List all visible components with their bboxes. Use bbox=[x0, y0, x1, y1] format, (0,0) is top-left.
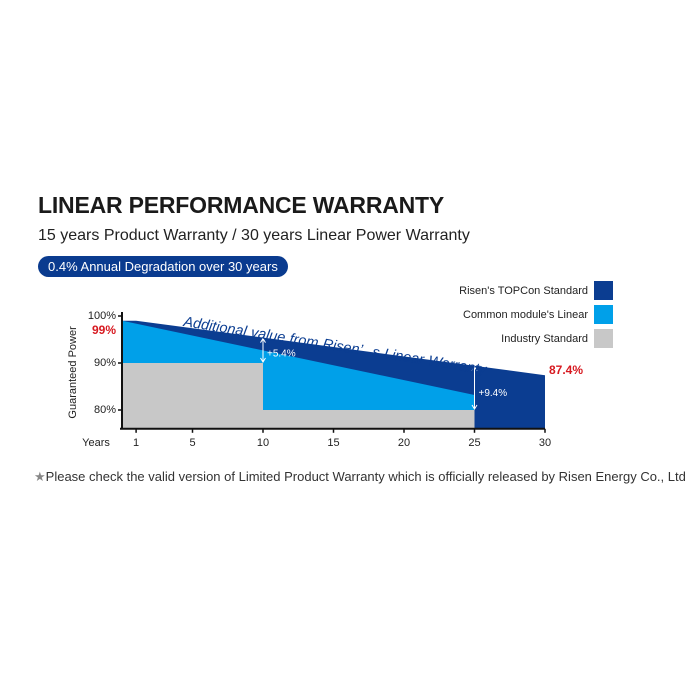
y-tick-label: 100% bbox=[88, 310, 116, 322]
arrowhead-icon bbox=[471, 365, 478, 410]
x-tick-label: 25 bbox=[468, 437, 480, 449]
banner-word: Risen’ bbox=[321, 336, 364, 358]
start-label: 99% bbox=[92, 323, 116, 337]
footnote: ★Please check the valid version of Limit… bbox=[34, 469, 686, 485]
x-tick-label: 20 bbox=[398, 437, 410, 449]
gap-label: +5.4% bbox=[267, 349, 296, 360]
page-subtitle: 15 years Product Warranty / 30 years Lin… bbox=[38, 227, 470, 244]
x-tick-label: 10 bbox=[257, 437, 269, 449]
legend-swatch bbox=[594, 281, 613, 300]
industry-area bbox=[122, 363, 475, 429]
banner-word: value bbox=[250, 325, 287, 346]
y-axis-label: Guaranteed Power bbox=[67, 326, 79, 419]
x-tick-label: 5 bbox=[189, 437, 195, 449]
y-tick-label: 80% bbox=[94, 404, 116, 416]
legend-label: Common module's Linear bbox=[463, 309, 588, 321]
gap-label: +9.4% bbox=[479, 388, 508, 399]
y-tick-label: 90% bbox=[94, 357, 116, 369]
arrowhead-icon bbox=[260, 337, 266, 363]
legend-label: Risen's TOPCon Standard bbox=[459, 285, 588, 297]
footnote-text: Please check the valid version of Limite… bbox=[45, 469, 686, 484]
x-axis-label: Years bbox=[82, 437, 110, 449]
banner-word: Linear bbox=[383, 346, 426, 368]
legend-swatch bbox=[594, 329, 613, 348]
star-icon: ★ bbox=[34, 469, 46, 484]
x-tick-label: 30 bbox=[539, 437, 551, 449]
x-tick-label: 1 bbox=[133, 437, 139, 449]
degradation-badge: 0.4% Annual Degradation over 30 years bbox=[38, 256, 288, 277]
legend-label: Industry Standard bbox=[501, 333, 588, 345]
end-label: 87.4% bbox=[549, 363, 583, 377]
banner-word: s bbox=[371, 344, 381, 361]
legend-swatch bbox=[594, 305, 613, 324]
page-title: LINEAR PERFORMANCE WARRANTY bbox=[38, 192, 445, 218]
banner-word: from bbox=[288, 331, 319, 351]
x-tick-label: 15 bbox=[327, 437, 339, 449]
